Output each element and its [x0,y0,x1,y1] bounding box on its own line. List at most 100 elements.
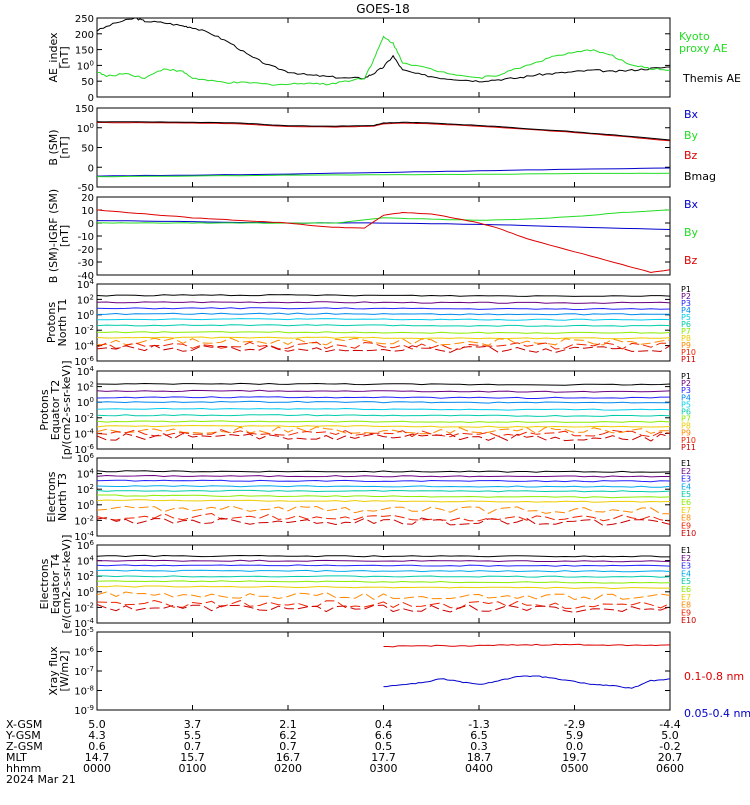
ephemeris-value: 6.5 [470,729,488,742]
y-tick-label: 102 [77,381,94,394]
ephemeris-value: -0.2 [659,740,681,753]
legend-label: P9 [681,429,691,438]
series-line-p7 [97,331,670,334]
y-tick-label: 10-4 [74,340,94,353]
y-tick-label: 102 [77,570,94,583]
y-tick-label: 100 [77,122,94,135]
ephemeris-row-label: Z-GSM [6,740,43,753]
y-tick-label: 0 [88,93,94,104]
series-line-p5 [97,318,670,321]
legend-label: E2 [681,467,691,476]
legend-label: P7 [681,327,691,336]
legend-label: P8 [681,334,691,343]
y-axis-label: Electrons [45,471,58,522]
legend-label: E10 [681,616,696,625]
y-tick-label: 200 [75,30,94,41]
y-tick-label: 106 [77,539,95,552]
legend-label: E1 [681,546,691,555]
panel-frame [96,631,671,711]
ephemeris-value: 0300 [369,762,398,775]
legend-label: P9 [681,341,691,350]
series-line-bx [97,220,670,230]
y-tick-label: 0 [88,163,94,174]
ephemeris-value: 0400 [465,762,493,775]
y-axis-label: Electrons [38,558,51,609]
legend-label: E9 [681,608,691,617]
ephemeris-value: 0.4 [374,718,393,731]
series-line-e7 [97,585,670,590]
y-tick-label: 102 [77,483,94,496]
y-tick-label: 50 [81,77,94,88]
series-line-bz [97,121,670,142]
legend-label: E1 [681,459,691,468]
legend-label: P1 [681,372,691,381]
legend-label: 0.05-0.4 nm [684,707,750,720]
legend-label: E8 [681,601,691,610]
y-axis-label: B (SM)-IGRF (SM) [47,189,60,283]
legend-label: P10 [681,436,696,445]
series-line-bx [97,167,670,177]
legend-label: P2 [681,379,691,388]
y-tick-label: -30 [78,258,94,269]
y-tick-label: -50 [78,183,94,194]
y-axis-label: AE_index [47,32,60,83]
legend-label: Bx [684,198,699,211]
legend-label: P3 [681,299,691,308]
ephemeris-value: 5.9 [565,729,584,742]
ephemeris-value: 4.3 [88,729,106,742]
ephemeris-value: 18.7 [466,751,492,764]
series-line-p2 [97,301,670,304]
y-tick-label: 10-9 [74,704,94,717]
ephemeris-value: -4.4 [659,718,681,731]
y-tick-label: 150 [75,104,94,115]
series-line-e6 [97,494,670,499]
series-line-p4 [97,400,670,404]
y-tick-label: 10-2 [74,412,94,425]
series-line-0-05-0-4-nm [383,675,670,689]
y-tick-label: 0 [88,219,94,230]
y-tick-label: 10-7 [74,665,94,678]
ephemeris-value: 19.7 [562,751,587,764]
y-tick-label: 100 [77,586,94,599]
ephemeris-value: 0600 [656,762,684,775]
y-tick-label: 10-6 [74,355,94,368]
legend-label: P5 [681,313,691,322]
y-axis-label: [nT] [58,46,71,68]
panel-frame [96,17,671,98]
y-axis-label: North T1 [56,299,69,347]
legend-label: E7 [681,593,691,602]
legend-label: E3 [681,562,691,571]
legend-label: E5 [681,577,691,586]
ephemeris-value: 0.7 [183,740,202,753]
ephemeris-row-label: hhmm [6,762,42,775]
series-line-p7 [97,420,670,424]
ephemeris-value: 0.0 [565,740,584,753]
series-line-by [97,209,670,224]
series-line-p10 [97,341,670,350]
y-tick-label: 10-2 [74,514,94,527]
y-tick-label: 104 [77,278,95,291]
legend-label: E2 [681,554,691,563]
legend-label: E3 [681,475,691,484]
y-tick-label: 20 [81,193,94,204]
legend-label: Bz [684,149,698,162]
ephemeris-value: 0.6 [88,740,106,753]
series-line-p11 [97,344,670,353]
series-line-p5 [97,407,670,411]
ephemeris-value: 2.1 [279,718,297,731]
series-line-e8 [97,505,670,515]
y-axis-label: [nT] [58,225,71,247]
y-tick-label: 250 [75,14,94,25]
series-line-e7 [97,499,670,503]
y-tick-label: 100 [77,396,94,409]
legend-label: P6 [681,407,691,416]
y-tick-label: 10-2 [74,601,94,614]
series-line-themis-ae [97,18,670,83]
y-tick-label: -40 [78,271,94,282]
y-axis-label: Protons [45,302,58,343]
series-line-e1 [97,470,670,473]
legend-label: E10 [681,529,696,538]
legend-label: 0.1-0.8 nm [684,670,744,683]
ephemeris-value: 15.7 [180,751,205,764]
series-line-p2 [97,389,670,393]
